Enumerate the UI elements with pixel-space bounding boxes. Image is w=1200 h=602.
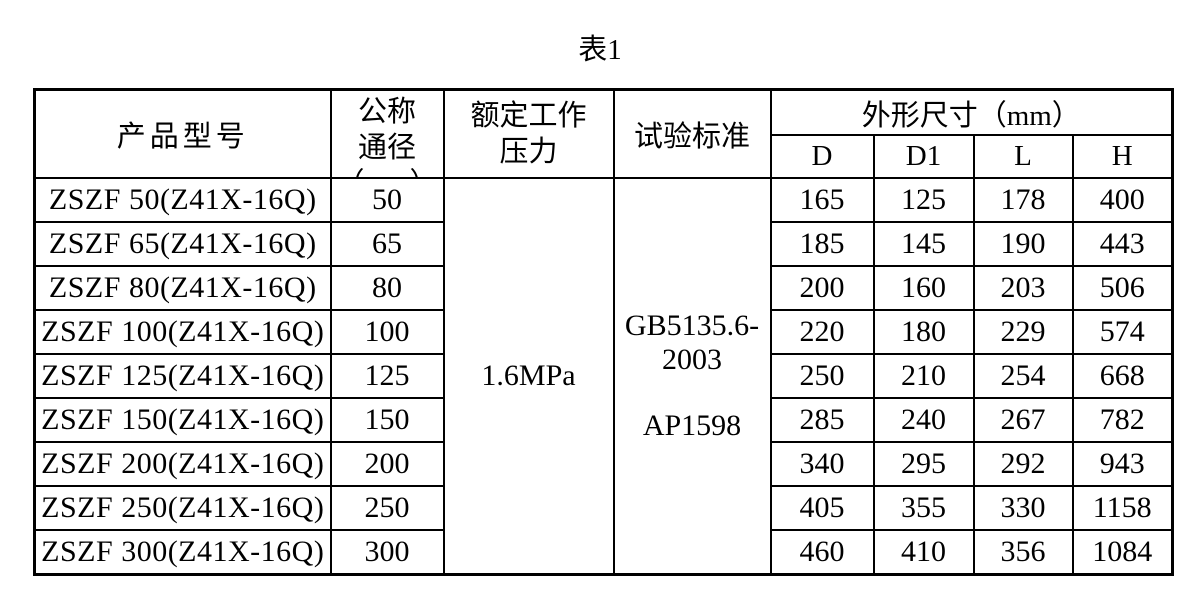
cell-l: 203	[972, 265, 1074, 311]
cell-h: 574	[1071, 309, 1174, 355]
cell-model: ZSZF 80(Z41X-16Q)	[33, 265, 332, 311]
cell-d: 405	[769, 485, 875, 531]
header-nominal-diameter-text: 公称 通径 （mm）	[333, 91, 442, 176]
cell-d1: 160	[872, 265, 975, 311]
header-nominal-diameter-line1: 公称	[357, 96, 416, 128]
cell-model: ZSZF 250(Z41X-16Q)	[33, 485, 332, 531]
table-row: ZSZF 65(Z41X-16Q) 65 185 145 190 443	[33, 221, 1174, 267]
cell-h: 668	[1071, 353, 1174, 399]
table-row: ZSZF 200(Z41X-16Q) 200 340 295 292 943	[33, 441, 1174, 487]
cell-l: 229	[972, 309, 1074, 355]
header-dim-d: D	[769, 134, 875, 179]
cell-dn: 50	[329, 177, 445, 223]
cell-d1: 210	[872, 353, 975, 399]
cell-l: 190	[972, 221, 1074, 267]
header-rated-pressure-line1: 额定工作	[470, 100, 587, 132]
cell-h: 443	[1071, 221, 1174, 267]
cell-d: 340	[769, 441, 875, 487]
header-outline-dimensions: 外形尺寸（mm）	[769, 88, 1174, 137]
cell-dn: 150	[329, 397, 445, 443]
cell-l: 356	[972, 529, 1074, 575]
cell-h: 1158	[1071, 485, 1174, 531]
cell-dn: 200	[329, 441, 445, 487]
test-standard-value-text: GB5135.6-2003 AP1598	[616, 308, 769, 443]
cell-h: 506	[1071, 265, 1174, 311]
cell-h: 943	[1071, 441, 1174, 487]
cell-model: ZSZF 65(Z41X-16Q)	[33, 221, 332, 267]
header-rated-pressure: 额定工作 压力	[442, 88, 615, 179]
cell-d1: 240	[872, 397, 975, 443]
cell-h: 782	[1071, 397, 1174, 443]
table-row: ZSZF 300(Z41X-16Q) 300 460 410 356 1084	[33, 529, 1174, 575]
header-dim-h: H	[1071, 134, 1174, 179]
table-row: ZSZF 150(Z41X-16Q) 150 285 240 267 782	[33, 397, 1174, 443]
test-standard-value-line1: GB5135.6-2003	[624, 308, 760, 376]
cell-model: ZSZF 50(Z41X-16Q)	[33, 177, 332, 223]
header-rated-pressure-text: 额定工作 压力	[446, 98, 612, 170]
cell-d1: 410	[872, 529, 975, 575]
cell-l: 330	[972, 485, 1074, 531]
cell-dn: 300	[329, 529, 445, 575]
cell-model: ZSZF 125(Z41X-16Q)	[33, 353, 332, 399]
cell-model: ZSZF 150(Z41X-16Q)	[33, 397, 332, 443]
cell-d: 285	[769, 397, 875, 443]
cell-l: 178	[972, 177, 1074, 223]
page-title: 表1	[578, 34, 622, 66]
product-spec-table: 产品型号 公称 通径 （mm） 额定工作 压力 试验标准 外形尺寸（mm） D …	[33, 88, 1174, 576]
cell-model: ZSZF 300(Z41X-16Q)	[33, 529, 332, 575]
cell-l: 267	[972, 397, 1074, 443]
header-product-model: 产品型号	[33, 88, 332, 179]
cell-l: 254	[972, 353, 1074, 399]
cell-l: 292	[972, 441, 1074, 487]
cell-model: ZSZF 200(Z41X-16Q)	[33, 441, 332, 487]
cell-rated-pressure-value: 1.6MPa	[442, 177, 615, 575]
header-dim-d1: D1	[872, 134, 975, 179]
cell-d: 200	[769, 265, 875, 311]
header-row-2: D D1 L H	[35, 134, 1174, 179]
cell-d: 220	[769, 309, 875, 355]
table-row: ZSZF 100(Z41X-16Q) 100 220 180 229 574	[33, 309, 1174, 355]
cell-h: 400	[1071, 177, 1174, 223]
cell-d1: 125	[872, 177, 975, 223]
cell-d: 185	[769, 221, 875, 267]
header-row-1: 产品型号 公称 通径 （mm） 额定工作 压力 试验标准 外形尺寸（mm）	[33, 88, 1174, 179]
cell-dn: 65	[329, 221, 445, 267]
cell-d1: 295	[872, 441, 975, 487]
cell-d: 460	[769, 529, 875, 575]
cell-d: 165	[769, 177, 875, 223]
header-nominal-diameter-line3-clipped: （mm）	[333, 166, 442, 176]
header-rated-pressure-line2: 压力	[499, 136, 558, 168]
table-row: ZSZF 125(Z41X-16Q) 125 250 210 254 668	[33, 353, 1174, 399]
header-nominal-diameter-line2: 通径	[357, 132, 416, 164]
cell-d1: 180	[872, 309, 975, 355]
cell-d1: 145	[872, 221, 975, 267]
cell-d: 250	[769, 353, 875, 399]
cell-h: 1084	[1071, 529, 1174, 575]
table-row: ZSZF 80(Z41X-16Q) 80 200 160 203 506	[33, 265, 1174, 311]
table-row: ZSZF 250(Z41X-16Q) 250 405 355 330 1158	[33, 485, 1174, 531]
cell-dn: 100	[329, 309, 445, 355]
cell-model: ZSZF 100(Z41X-16Q)	[33, 309, 332, 355]
cell-test-standard-value: GB5135.6-2003 AP1598	[612, 177, 772, 575]
header-dim-l: L	[972, 134, 1074, 179]
cell-dn: 250	[329, 485, 445, 531]
header-nominal-diameter: 公称 通径 （mm）	[329, 88, 445, 179]
header-test-standard: 试验标准	[612, 88, 772, 179]
cell-dn: 80	[329, 265, 445, 311]
test-standard-value-line2: AP1598	[642, 408, 742, 442]
cell-d1: 355	[872, 485, 975, 531]
table-row: ZSZF 50(Z41X-16Q) 50 1.6MPa GB5135.6-200…	[33, 177, 1174, 575]
cell-dn: 125	[329, 353, 445, 399]
